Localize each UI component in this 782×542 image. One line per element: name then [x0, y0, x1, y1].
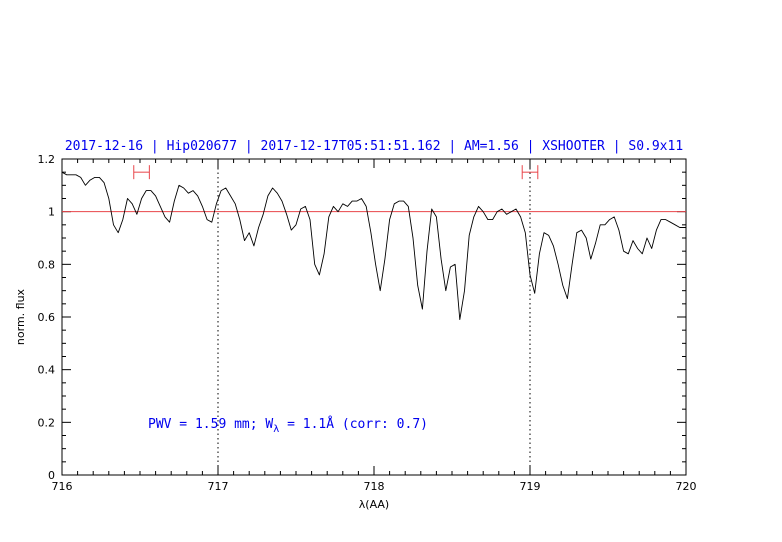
x-axis-label: λ(AA)	[359, 498, 389, 511]
annotation-suffix: = 1.1Å (corr: 0.7)	[279, 416, 428, 432]
y-axis-label: norm. flux	[14, 288, 27, 345]
spectrum-line	[61, 171, 686, 321]
annotation-prefix: PWV = 1.59 mm; W	[148, 417, 273, 432]
y-tick-label: 1	[48, 206, 55, 219]
reference-lines	[62, 159, 686, 475]
y-tick-label: 0.6	[38, 311, 56, 324]
x-tick-label: 718	[364, 480, 385, 493]
range-markers	[133, 165, 539, 180]
chart-title: 2017-12-16 | Hip020677 | 2017-12-17T05:5…	[65, 139, 683, 154]
x-tick-label: 720	[676, 480, 697, 493]
range-marker	[133, 165, 150, 180]
y-tick-label: 0	[48, 469, 55, 482]
spectrum-series	[61, 171, 686, 321]
y-tick-label: 0.2	[38, 416, 56, 429]
y-tick-label: 0.4	[38, 364, 56, 377]
x-tick-label: 716	[52, 480, 73, 493]
annotation-subscript: λ	[273, 424, 279, 435]
y-tick-label: 1.2	[38, 153, 56, 166]
range-marker	[521, 165, 539, 180]
tick-labels: 716 717 718 719 720 0 0.2 0.4 0.6 0.8 1 1.2	[38, 153, 697, 493]
y-tick-label: 0.8	[38, 258, 56, 271]
x-tick-label: 719	[520, 480, 541, 493]
x-tick-label: 717	[208, 480, 229, 493]
pwv-annotation: PWV = 1.59 mm; Wλ = 1.1Å (corr: 0.7)	[148, 416, 428, 435]
